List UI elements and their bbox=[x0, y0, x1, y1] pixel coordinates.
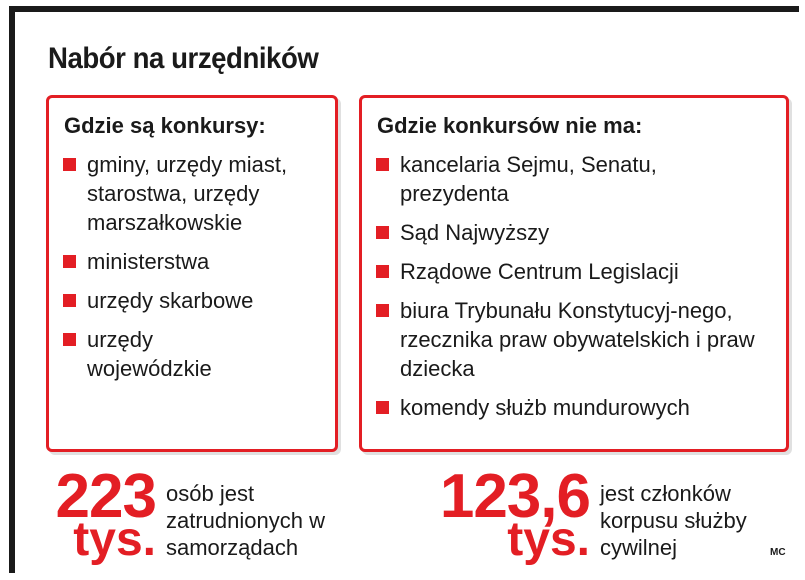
square-bullet-icon bbox=[63, 158, 76, 171]
list-item-label: Sąd Najwyższy bbox=[400, 220, 550, 245]
square-bullet-icon bbox=[376, 304, 389, 317]
list-item: ministerstwa bbox=[63, 247, 325, 276]
panel-without-competitions: Gdzie konkursów nie ma: kancelaria Sejmu… bbox=[359, 95, 789, 452]
competition-list: gminy, urzędy miast, starostwa, urzędy m… bbox=[63, 150, 325, 393]
page-title: Nabór na urzędników bbox=[48, 42, 319, 75]
square-bullet-icon bbox=[376, 265, 389, 278]
list-item-label: ministerstwa bbox=[87, 249, 210, 274]
list-item: urzędy wojewódzkie bbox=[63, 325, 257, 383]
list-item: urzędy skarbowe bbox=[63, 286, 325, 315]
list-item-label: Rządowe Centrum Legislacji bbox=[400, 259, 679, 284]
list-item: biura Trybunału Konstytucyj-nego, rzeczn… bbox=[376, 296, 800, 383]
list-item-label: komendy służb mundurowych bbox=[400, 395, 690, 420]
square-bullet-icon bbox=[63, 294, 76, 307]
panel-heading: Gdzie są konkursy: bbox=[64, 113, 266, 138]
list-item-label: gminy, urzędy miast, starostwa, urzędy m… bbox=[87, 152, 288, 235]
list-item-label: kancelaria Sejmu, Senatu, prezydenta bbox=[400, 152, 657, 206]
author-credit: MC bbox=[770, 547, 786, 558]
square-bullet-icon bbox=[376, 401, 389, 414]
stat-description: jest członków korpusu służby cywilnej bbox=[600, 481, 747, 560]
no-competition-list: kancelaria Sejmu, Senatu, prezydenta Sąd… bbox=[376, 150, 776, 432]
list-item: Sąd Najwyższy bbox=[376, 218, 776, 247]
stat-description: osób jest zatrudnionych w samorządach bbox=[166, 481, 325, 560]
list-item: komendy służb mundurowych bbox=[376, 393, 776, 422]
list-item-label: biura Trybunału Konstytucyj-nego, rzeczn… bbox=[400, 298, 755, 381]
list-item-label: urzędy wojewódzkie bbox=[87, 327, 212, 381]
square-bullet-icon bbox=[376, 226, 389, 239]
stat-unit: tys. bbox=[507, 513, 590, 566]
panel-heading: Gdzie konkursów nie ma: bbox=[377, 113, 643, 138]
list-item: Rządowe Centrum Legislacji bbox=[376, 257, 776, 286]
stat-unit: tys. bbox=[73, 513, 156, 566]
square-bullet-icon bbox=[63, 255, 76, 268]
stat-value: 123,6 bbox=[439, 462, 591, 531]
list-item: kancelaria Sejmu, Senatu, prezydenta bbox=[376, 150, 740, 208]
frame-left-rule bbox=[9, 6, 15, 573]
stat-value: 223 bbox=[55, 462, 157, 531]
list-item: gminy, urzędy miast, starostwa, urzędy m… bbox=[63, 150, 302, 237]
square-bullet-icon bbox=[376, 158, 389, 171]
frame-top-rule bbox=[9, 6, 799, 12]
panel-with-competitions: Gdzie są konkursy: gminy, urzędy miast, … bbox=[46, 95, 338, 452]
square-bullet-icon bbox=[63, 333, 76, 346]
list-item-label: urzędy skarbowe bbox=[87, 288, 254, 313]
